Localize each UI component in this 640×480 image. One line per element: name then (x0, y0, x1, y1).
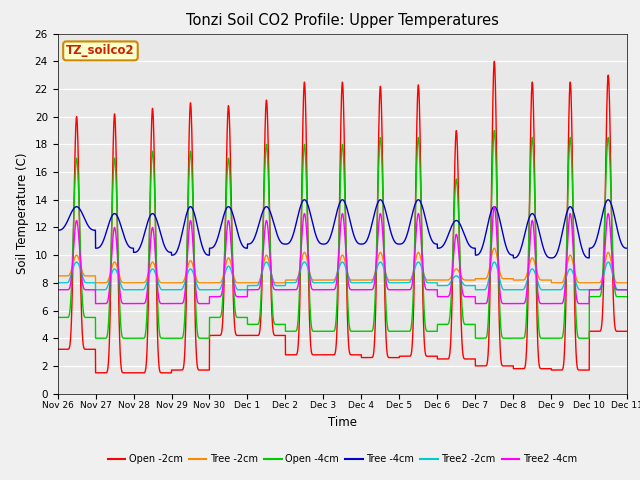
Title: Tonzi Soil CO2 Profile: Upper Temperatures: Tonzi Soil CO2 Profile: Upper Temperatur… (186, 13, 499, 28)
Y-axis label: Soil Temperature (C): Soil Temperature (C) (16, 153, 29, 275)
X-axis label: Time: Time (328, 416, 357, 429)
Legend: Open -2cm, Tree -2cm, Open -4cm, Tree -4cm, Tree2 -2cm, Tree2 -4cm: Open -2cm, Tree -2cm, Open -4cm, Tree -4… (104, 450, 581, 468)
Text: TZ_soilco2: TZ_soilco2 (66, 44, 135, 58)
